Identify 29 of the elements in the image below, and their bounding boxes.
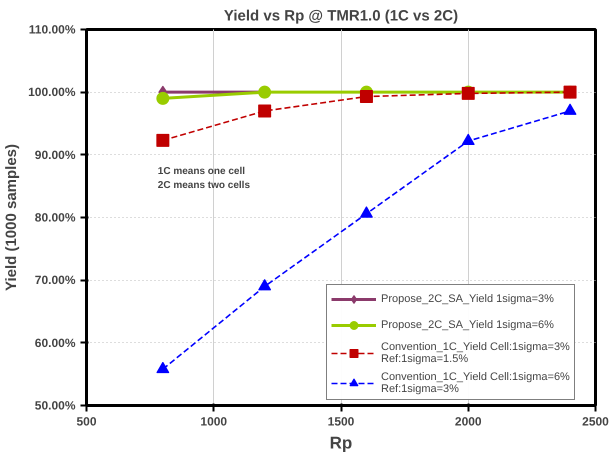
legend-label: Convention_1C_Yield Cell:1sigma=3% Ref:1sigma=1.5% — [381, 341, 570, 365]
y-axis-title: Yield (1000 samples) — [3, 144, 20, 292]
x-tick-label: 1500 — [328, 414, 355, 428]
point — [360, 90, 373, 104]
chart-title: Yield vs Rp @ TMR1.0 (1C vs 2C) — [224, 8, 458, 24]
y-tick-label: 50.00% — [34, 398, 76, 412]
y-tick-label: 70.00% — [34, 273, 76, 288]
annotation: 2C means two cells — [158, 180, 250, 192]
point — [258, 104, 272, 118]
x-tick-label: 2500 — [582, 414, 610, 428]
legend-label: Propose_2C_SA_Yield 1sigma=6% — [381, 318, 554, 332]
point — [258, 279, 272, 290]
y-tick-label: 100.00% — [28, 85, 76, 100]
y-tick-label: 90.00% — [34, 148, 76, 162]
x-axis-title: Rp — [330, 434, 352, 452]
point — [564, 104, 577, 115]
x-tick-label: 2000 — [454, 414, 482, 428]
x-tick-label: 1000 — [200, 414, 228, 428]
legend-label: Convention_1C_Yield Cell:1sigma=6% Ref:1sigma=3% — [381, 371, 570, 395]
y-tick-label: 60.00% — [34, 336, 76, 350]
point — [360, 206, 373, 218]
y-tick-label: 80.00% — [34, 210, 76, 224]
legend-label: Propose_2C_SA_Yield 1sigma=3% — [381, 292, 554, 306]
x-tick-label: 500 — [76, 414, 97, 428]
point — [462, 134, 475, 146]
y-tick-label: 110.00% — [28, 22, 76, 36]
point — [156, 362, 170, 374]
annotation: 1C means one cell — [158, 166, 246, 177]
point — [156, 134, 170, 147]
